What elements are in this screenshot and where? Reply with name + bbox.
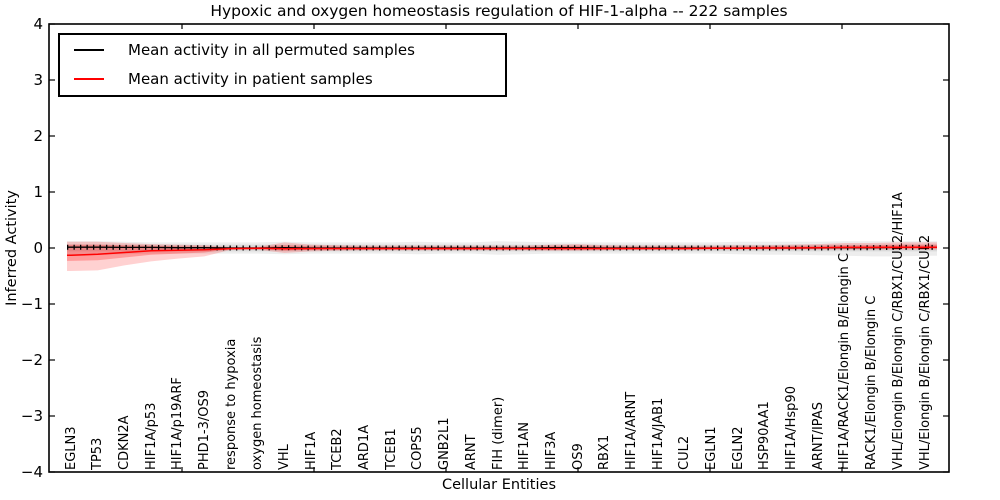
x-category-label: HIF1A/p19ARF xyxy=(170,377,186,470)
patient-mean-line xyxy=(67,246,937,257)
y-tick-label: −1 xyxy=(20,295,43,313)
x-category-label: COPS5 xyxy=(410,426,426,470)
y-tick-label: 4 xyxy=(33,15,43,33)
x-category-label: PHD1-3/OS9 xyxy=(196,390,212,470)
x-category-label: TCEB2 xyxy=(330,428,346,470)
legend-box: Mean activity in all permuted samples Me… xyxy=(58,33,507,97)
x-category-label: OS9 xyxy=(570,443,586,470)
legend-line-sample-black xyxy=(74,48,104,51)
x-category-label: TP53 xyxy=(90,437,106,470)
y-tick-label: 1 xyxy=(33,183,43,201)
x-category-label: HIF3A xyxy=(543,431,559,470)
x-category-label: VHL xyxy=(277,444,292,470)
legend-label: Mean activity in patient samples xyxy=(128,69,373,88)
patient-range-outer-band xyxy=(67,241,937,271)
x-category-label: EGLN1 xyxy=(704,426,719,470)
chart-title: Hypoxic and oxygen homeostasis regulatio… xyxy=(210,2,788,20)
x-axis-label: Cellular Entities xyxy=(441,477,557,493)
x-category-label: HIF1A/RACK1/Elongin B/Elongin C xyxy=(837,253,853,470)
y-tick-label: 3 xyxy=(33,71,43,89)
x-category-label: GNB2L1 xyxy=(437,417,453,470)
y-tick-label: 2 xyxy=(33,127,43,145)
x-category-label: ARD1A xyxy=(357,424,373,470)
x-category-label: EGLN3 xyxy=(63,426,79,470)
x-category-label: VHL/Elongin B/Elongin C/RBX1/CUL2 xyxy=(917,234,933,470)
x-category-label: HIF1A/ARNT xyxy=(623,391,639,470)
permuted-mean-markers xyxy=(67,244,937,251)
y-tick-label: −2 xyxy=(20,351,43,369)
x-category-label: EGLN2 xyxy=(730,426,746,470)
x-category-label: HIF1A/p53 xyxy=(143,402,159,470)
x-category-label: CDKN2A xyxy=(116,415,132,470)
x-category-label: RBX1 xyxy=(597,434,613,470)
x-category-label: HIF1AN xyxy=(517,422,533,470)
legend-label: Mean activity in all permuted samples xyxy=(128,40,415,59)
y-tick-label: −4 xyxy=(20,463,43,481)
x-category-label: ARNT/IPAS xyxy=(810,402,826,470)
x-category-label: FIH (dimer) xyxy=(490,396,506,470)
x-category-label: RACK1/Elongin B/Elongin C xyxy=(864,295,880,470)
x-category-label: HIF1A/JAB1 xyxy=(650,397,666,470)
patient-range-inner-band xyxy=(67,244,937,261)
x-category-label: HIF1A/Hsp90 xyxy=(784,386,800,470)
permuted-range-outer-band xyxy=(67,241,937,257)
legend-entry-patient: Mean activity in patient samples xyxy=(60,64,505,93)
permuted-range-inner-band xyxy=(67,244,937,252)
x-category-label: TCEB1 xyxy=(383,428,399,470)
x-category-label: response to hypoxia xyxy=(223,338,239,470)
legend-line-sample-red xyxy=(74,77,104,80)
x-category-label: VHL/Elongin B/Elongin C/RBX1/CUL2/HIF1A xyxy=(890,192,906,470)
legend-entry-permuted: Mean activity in all permuted samples xyxy=(60,35,505,64)
y-tick-label: −3 xyxy=(20,407,43,425)
x-category-label: oxygen homeostasis xyxy=(250,336,266,470)
x-category-label: HSP90AA1 xyxy=(757,401,773,470)
x-category-label: ARNT xyxy=(463,434,479,470)
x-category-label: HIF1A xyxy=(303,431,319,470)
permuted-mean-line xyxy=(67,246,937,249)
y-tick-label: 0 xyxy=(33,239,43,257)
x-category-label: CUL2 xyxy=(677,435,693,470)
